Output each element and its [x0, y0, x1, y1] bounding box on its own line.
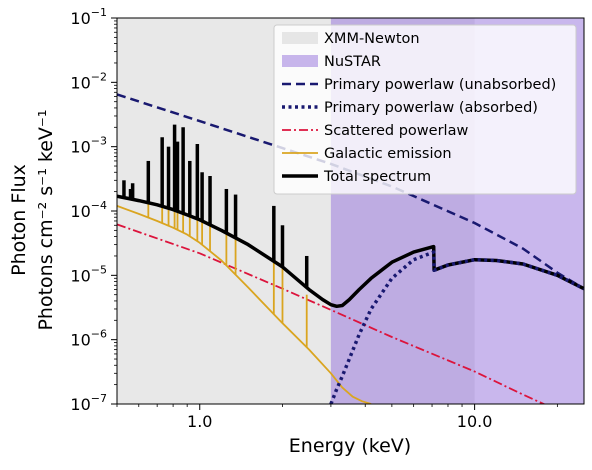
y-tick-label: 10−5 [70, 263, 107, 285]
y-tick-label: 10−1 [70, 6, 107, 28]
legend-label-primary-powerlaw-absorbed: Primary powerlaw (absorbed) [324, 100, 538, 116]
x-tick-label: 1.0 [187, 412, 212, 431]
y-tick-label: 10−2 [70, 70, 107, 92]
series-line-galactic-emission [117, 205, 372, 404]
y-tick-label: 10−4 [70, 199, 107, 221]
series-line-scattered-powerlaw [117, 223, 546, 404]
legend-label-xmm-newton: XMM-Newton [324, 31, 420, 47]
legend-label-total-spectrum: Total spectrum [323, 169, 431, 185]
x-axis-title: Energy (keV) [289, 435, 411, 457]
series-line-primary-powerlaw-unabsorbed [117, 93, 584, 290]
legend-swatch-nustar [282, 55, 318, 67]
legend-swatch-xmm-newton [282, 32, 318, 44]
legend-box [273, 24, 577, 195]
legend-label-scattered-powerlaw: Scattered powerlaw [324, 123, 468, 139]
series-line-primary-powerlaw-absorbed [329, 250, 584, 404]
legend-label-galactic-emission: Galactic emission [324, 146, 452, 162]
y-tick-label: 10−6 [70, 328, 107, 350]
y-axis-title-line1: Photon Flux [8, 164, 30, 276]
legend-label-primary-powerlaw-unabsorbed: Primary powerlaw (unabsorbed) [324, 77, 556, 93]
x-tick-label: 10.0 [457, 412, 493, 431]
y-tick-label: 10−7 [70, 392, 107, 414]
legend-label-nustar: NuSTAR [324, 54, 381, 70]
y-tick-label: 10−3 [70, 135, 107, 157]
y-axis-title-line2: Photons cm⁻² s⁻¹ keV⁻¹ [35, 109, 57, 330]
